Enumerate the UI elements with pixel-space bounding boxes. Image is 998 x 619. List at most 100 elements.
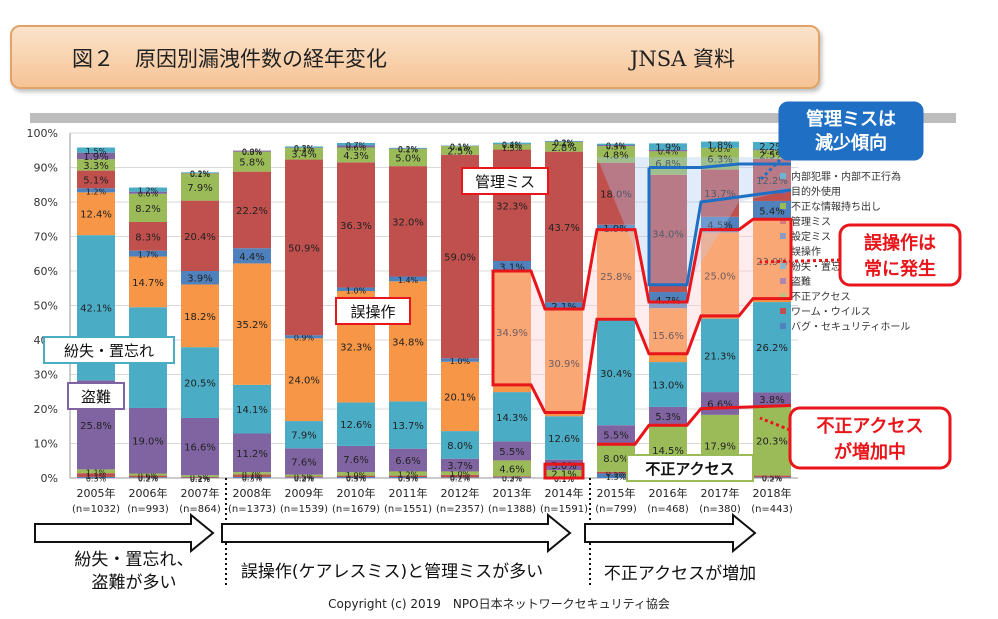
data-label: 1.0% (346, 471, 367, 480)
data-label: 2.5% (447, 146, 472, 157)
bar-segment (233, 151, 271, 172)
data-label: 0.1% (398, 146, 419, 155)
sample-size-label: (n=1551) (384, 504, 432, 515)
data-label: 0.3% (606, 143, 627, 152)
x-tick-label: 2014年 (545, 486, 584, 500)
data-label: 25.8% (80, 421, 112, 432)
bar-segment (181, 173, 219, 201)
sample-size-label: (n=380) (699, 504, 741, 515)
sample-size-label: (n=1591) (540, 504, 588, 515)
fusei-increase-text: が増加中 (834, 441, 906, 463)
bar-segment (129, 256, 167, 308)
x-tick-label: 2008年 (233, 486, 272, 500)
data-label: 5.0% (395, 153, 420, 164)
bar-segment (233, 476, 271, 478)
y-tick-label: 70% (34, 231, 58, 244)
data-label: 0.4% (398, 473, 419, 482)
data-label: 36.3% (340, 221, 372, 232)
x-tick-label: 2017年 (701, 486, 740, 500)
bar-segment (441, 361, 479, 432)
data-label: 14.5% (652, 446, 684, 457)
data-label: 3.8% (759, 395, 784, 406)
bar-segment (597, 471, 635, 474)
x-tick-label: 2012年 (441, 486, 480, 500)
bar-segment (77, 170, 115, 189)
data-label: 0.4% (346, 473, 367, 482)
fusei-label-box (626, 454, 754, 482)
bar-segment (597, 145, 635, 147)
bar-segment (285, 159, 323, 336)
bar-segment (129, 191, 167, 194)
bar-segment (649, 362, 687, 407)
bar-segment (129, 473, 167, 476)
era-arrow-2 (221, 512, 572, 554)
legend-label: 目的外使用 (791, 185, 841, 198)
y-tick-label: 20% (34, 403, 58, 416)
bar-segment (233, 433, 271, 473)
fusei-label-text: 不正アクセス (645, 460, 734, 478)
data-label: 0.2% (294, 475, 315, 484)
bar-segment (389, 148, 427, 167)
y-tick-label: 90% (34, 162, 58, 175)
data-label: 5.3% (655, 412, 680, 423)
bar-segment (181, 200, 219, 271)
legend-label: 誤操作 (791, 245, 821, 258)
legend-label: 設定ミス (791, 230, 831, 243)
bar-segment (129, 222, 167, 251)
bar-segment (337, 287, 375, 292)
bar-segment (545, 309, 583, 417)
bar-segment (181, 347, 219, 418)
legend-label: ワーム・ウイルス (791, 306, 871, 318)
data-label: 1.9% (83, 152, 108, 163)
data-label: 0.4% (606, 141, 627, 150)
data-label: 20.1% (444, 392, 476, 403)
data-label: 1.5% (502, 144, 523, 153)
fusei-highlight-box (543, 462, 585, 480)
bar-segment (129, 477, 167, 478)
data-label: 12.2% (756, 176, 788, 187)
bar-segment (441, 458, 479, 472)
data-label: 5.1% (83, 175, 108, 186)
bar-segment (233, 248, 271, 264)
data-label: 5.5% (603, 431, 628, 442)
data-label: 0.1% (294, 145, 315, 154)
data-label: 20.3% (756, 437, 788, 448)
data-label: 6.6% (707, 399, 732, 410)
data-label: 1.2% (86, 187, 107, 196)
data-label: 0.2% (502, 475, 523, 484)
data-label: 15.6% (652, 331, 684, 342)
kanri-trend-text: 減少傾向 (815, 132, 887, 154)
legend-label: 管理ミス (791, 215, 831, 228)
bar-segment (701, 169, 739, 217)
legend-swatch (780, 293, 786, 299)
bar-segment (493, 144, 531, 150)
tounan-label-box (67, 382, 125, 410)
data-label: 0.5% (762, 473, 783, 482)
copyright: Copyright (c) 2019 NPO日本ネットワークセキュリティ協会 (328, 597, 670, 611)
bar-segment (493, 477, 531, 478)
data-label: 59.0% (444, 253, 476, 264)
bar-segment (129, 187, 167, 192)
data-label: 12.6% (340, 420, 372, 431)
data-label: 1.9% (655, 143, 680, 154)
bar-segment (701, 318, 739, 393)
legend-label: 内部犯罪・内部不正行為 (791, 170, 901, 183)
data-label: 0.3% (242, 474, 263, 483)
data-label: 5.4% (759, 206, 784, 217)
kanri-highlight-line (649, 162, 791, 169)
bar-segment (285, 335, 323, 339)
gosousa-always-text: 誤操作は (864, 232, 936, 254)
bar-segment (753, 392, 791, 406)
data-label: 3.1% (499, 262, 524, 273)
bar-segment (701, 232, 739, 319)
bar-segment (753, 141, 791, 150)
data-label: 0.6% (346, 143, 367, 152)
data-label: 0.6% (138, 472, 159, 481)
legend-swatch (780, 173, 786, 179)
data-label: 18.0% (600, 190, 632, 201)
data-label: 3.9% (187, 274, 212, 285)
data-label: 5.8% (239, 158, 264, 169)
bar-segment (545, 140, 583, 142)
bar-segment (77, 473, 115, 477)
bar-segment (649, 149, 687, 152)
